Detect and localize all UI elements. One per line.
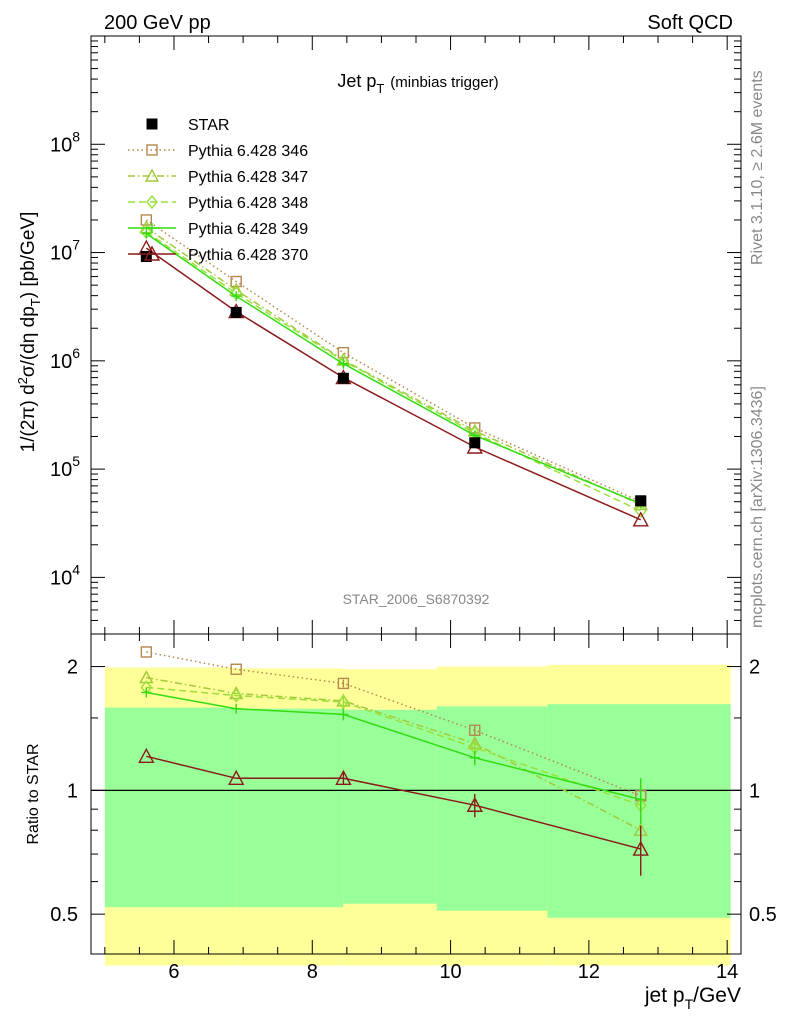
legend-marker — [143, 245, 161, 261]
main-series-point — [632, 511, 649, 527]
main-series-line-2 — [145, 226, 642, 506]
main-title: Jet pT (minbias trigger) — [337, 71, 498, 96]
main-series-point — [141, 228, 152, 239]
legend-marker — [146, 144, 158, 156]
legend-marker — [144, 168, 160, 182]
ratio-series-point — [231, 703, 242, 714]
legend-label: Pythia 6.428 370 — [188, 247, 308, 264]
legend-marker — [147, 223, 157, 233]
legend-label: Pythia 6.428 347 — [188, 169, 308, 186]
legend-label: Pythia 6.428 349 — [188, 221, 308, 238]
ratio-series-point — [337, 677, 350, 690]
main-series-point — [140, 214, 153, 226]
star-data-point — [230, 306, 242, 318]
ratio-y-tick-label-right: 1 — [749, 780, 760, 802]
ratio-series-point — [338, 709, 349, 720]
main-series-point — [634, 503, 647, 519]
ratio-y-tick-label: 1 — [67, 780, 78, 802]
ratio-series-point — [138, 747, 155, 764]
ratio-series-line-3 — [146, 686, 641, 806]
main-series-line-1 — [145, 219, 642, 503]
ratio-series-point — [230, 688, 243, 703]
legend-label: Pythia 6.428 346 — [188, 143, 308, 160]
main-series-point — [231, 291, 242, 302]
main-series-line-5 — [145, 247, 642, 521]
legend-label-star: STAR — [188, 117, 229, 134]
main-y-tick-labels: 104 105 106 107 108 — [50, 128, 80, 589]
ratio-series-point — [635, 794, 646, 805]
main-series-point — [338, 358, 349, 369]
ratio-series-point — [469, 724, 481, 736]
ratio-y-axis-label: Ratio to STAR — [25, 743, 42, 844]
star-data-point — [469, 437, 481, 449]
ratio-series-point — [632, 840, 649, 856]
ratio-series-point — [337, 694, 350, 710]
ratio-series-point — [139, 670, 154, 684]
x-tick-label: 8 — [307, 961, 318, 983]
ratio-series-point — [466, 796, 483, 812]
ratio-y-tick-label-right: 2 — [749, 657, 760, 679]
main-series-point — [337, 346, 350, 359]
x-axis-label: jet pT/GeV — [644, 984, 741, 1012]
main-y-tick-label: 105 — [50, 453, 80, 481]
main-y-tick-label: 107 — [50, 237, 80, 265]
header-right: Soft QCD — [647, 12, 733, 34]
analysis-watermark: STAR_2006_S6870392 — [343, 591, 490, 607]
ratio-series-point — [140, 646, 153, 658]
ratio-band-green — [104, 707, 237, 908]
main-y-axis-label: 1/(2π) d2σ/(dη dpT) [pb/GeV] — [15, 212, 43, 453]
legend-star-marker — [146, 118, 158, 130]
ratio-ticks — [91, 634, 741, 954]
mcplots-text: mcplots.cern.ch [arXiv:1306.3436] — [749, 386, 766, 628]
ratio-series-layer — [138, 646, 649, 876]
legend-label: Pythia 6.428 348 — [188, 195, 308, 212]
ratio-y-tick-label-right: 0.5 — [749, 904, 777, 926]
x-tick-label: 14 — [716, 961, 738, 983]
ratio-y-tick-label: 0.5 — [50, 904, 78, 926]
ratio-series-point — [469, 752, 480, 763]
x-tick-label: 6 — [168, 961, 179, 983]
ratio-series-point — [335, 769, 352, 785]
rivet-text: Rivet 3.1.10, ≥ 2.6M events — [749, 70, 766, 265]
star-data-point — [337, 372, 349, 384]
ratio-band-green — [547, 704, 731, 918]
legend: STAR Pythia 6.428 346 Pythia 6.428 347 Pyth… — [128, 117, 308, 264]
ratio-band-green — [436, 706, 548, 911]
ratio-series-point — [230, 663, 242, 675]
x-tick-label: 12 — [578, 961, 600, 983]
ratio-y-tick-labels: 0.5 0.5 1 1 2 2 — [50, 657, 777, 927]
main-y-tick-label: 106 — [50, 345, 80, 373]
header-left: 200 GeV pp — [104, 12, 211, 34]
ratio-x-tick-labels: 6 8 10 12 14 — [168, 961, 738, 983]
legend-marker — [146, 194, 158, 210]
ratio-panel: 0.5 0.51 12 2 6 8 10 12 14 Ratio to STAR jet pT… — [25, 633, 777, 1012]
ratio-bands — [104, 664, 731, 966]
x-tick-label: 10 — [439, 961, 461, 983]
main-y-tick-label: 104 — [50, 561, 80, 589]
main-ticks — [91, 35, 741, 635]
star-data-layer — [140, 250, 647, 507]
ratio-series-point — [228, 769, 245, 785]
ratio-band-green — [343, 709, 437, 904]
star-data-point — [635, 495, 647, 507]
main-series-line-3 — [145, 231, 642, 512]
main-series-line-4 — [145, 232, 641, 505]
main-y-tick-label: 108 — [50, 128, 80, 156]
ratio-y-tick-label: 2 — [67, 657, 78, 679]
ratio-band-green — [236, 708, 344, 908]
ratio-series-point — [141, 687, 152, 698]
